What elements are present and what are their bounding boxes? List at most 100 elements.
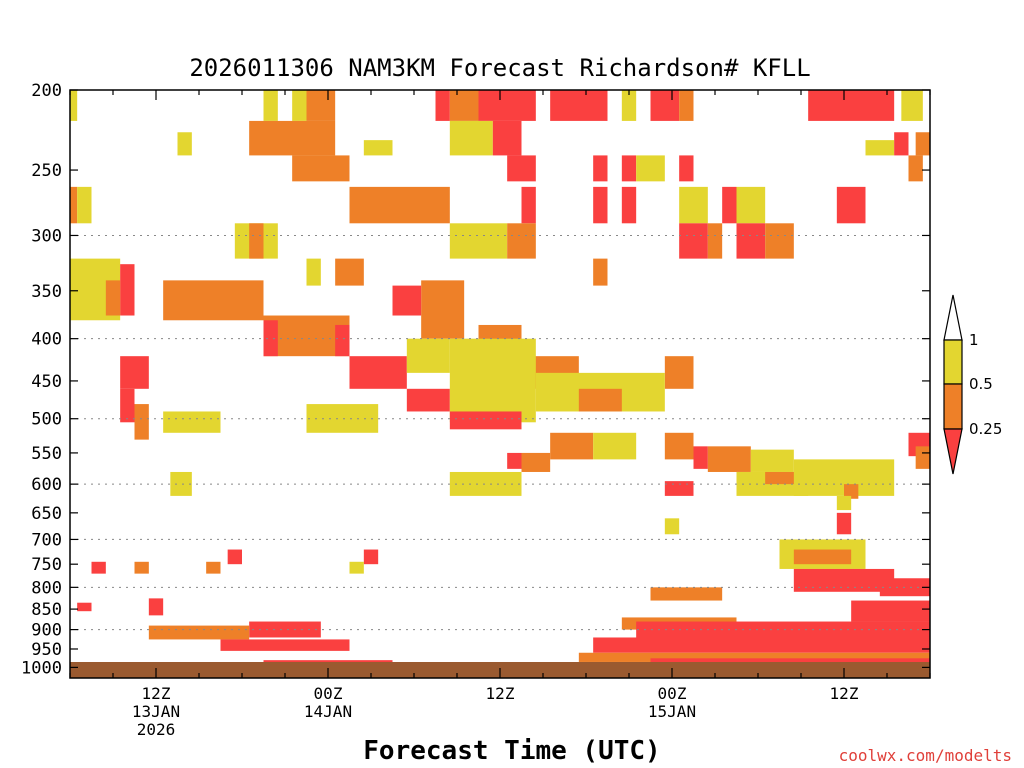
y-tick-label: 350 xyxy=(31,282,62,302)
y-tick-label: 250 xyxy=(31,161,62,181)
ri-cell xyxy=(650,90,680,121)
y-tick-label: 700 xyxy=(31,530,62,550)
chart-title: 2026011306 NAM3KM Forecast Richardson# K… xyxy=(189,54,810,82)
ri-cell xyxy=(227,549,242,565)
ri-cell xyxy=(163,411,221,433)
ri-cell xyxy=(335,258,364,286)
ri-cell xyxy=(449,411,522,430)
ri-cell xyxy=(77,602,92,612)
ri-cell xyxy=(392,285,422,316)
ri-cell xyxy=(507,452,522,469)
ri-cell xyxy=(105,280,121,316)
ri-cell xyxy=(306,258,321,286)
ri-cell xyxy=(363,549,379,565)
x-tick-label: 12Z xyxy=(142,684,171,703)
ri-cell xyxy=(844,484,859,499)
ri-cell xyxy=(406,388,450,412)
ri-cell xyxy=(593,432,637,460)
ri-cell xyxy=(908,155,923,182)
colorbar-bin xyxy=(943,339,963,385)
colorbar-level-label: 0.25 xyxy=(969,420,1002,438)
ri-cell xyxy=(521,186,536,224)
ri-cell xyxy=(263,320,278,357)
colorbar-legend: 1 0.5 0.25 xyxy=(943,294,1002,475)
ri-cell xyxy=(349,186,450,224)
ri-cell xyxy=(249,223,264,259)
ri-cell xyxy=(793,549,852,565)
y-tick-label: 900 xyxy=(31,621,62,641)
ri-cell xyxy=(335,324,350,357)
ri-cell xyxy=(736,223,766,259)
ri-cell xyxy=(636,155,665,182)
ri-cell xyxy=(478,90,536,121)
ri-cell xyxy=(736,186,766,224)
ri-cell xyxy=(220,639,350,651)
ri-cell xyxy=(306,90,336,121)
y-tick-label: 950 xyxy=(31,640,62,660)
ri-cell xyxy=(292,155,350,182)
ri-cell xyxy=(148,598,164,616)
y-tick-label: 200 xyxy=(31,81,62,101)
ri-cell xyxy=(263,660,393,662)
ri-cell xyxy=(406,338,450,373)
ri-cell xyxy=(679,186,708,224)
colorbar-level-label: 0.5 xyxy=(969,375,993,393)
y-tick-label: 550 xyxy=(31,444,62,464)
ri-cell xyxy=(836,512,852,535)
x-tick-label: 12Z xyxy=(830,684,859,703)
ri-cell xyxy=(679,90,694,121)
ri-cell xyxy=(707,223,723,259)
ri-cell xyxy=(664,518,680,535)
ri-cell xyxy=(91,561,106,574)
ri-cell xyxy=(836,186,866,224)
y-tick-label: 500 xyxy=(31,410,62,430)
ri-cell xyxy=(177,132,192,156)
ri-cell xyxy=(578,652,930,662)
ri-cell xyxy=(120,356,149,389)
colorbar-bin xyxy=(943,383,963,430)
richardson-cells xyxy=(70,90,930,662)
ri-cell xyxy=(901,90,923,121)
y-tick-label: 600 xyxy=(31,475,62,495)
ri-cell xyxy=(507,223,536,259)
ri-cell xyxy=(449,471,522,496)
ri-cell xyxy=(894,132,909,156)
ri-cell xyxy=(249,120,336,156)
ri-cell xyxy=(134,561,149,574)
ri-cell xyxy=(836,495,852,511)
ri-cell xyxy=(593,186,608,224)
y-tick-label: 1000 xyxy=(21,658,62,678)
ri-cell xyxy=(679,155,694,182)
ri-cell xyxy=(507,155,536,182)
y-tick-label: 300 xyxy=(31,226,62,246)
ri-cell xyxy=(449,338,536,423)
y-tick-label: 650 xyxy=(31,504,62,524)
ri-cell xyxy=(578,388,622,412)
ri-cell xyxy=(449,120,493,156)
ri-cell xyxy=(621,90,637,121)
x-tick-label: 14JAN xyxy=(304,702,352,721)
ri-cell xyxy=(421,280,465,339)
ri-cell xyxy=(593,155,608,182)
x-tick-label: 12Z xyxy=(486,684,515,703)
ri-cell xyxy=(750,449,794,472)
colorbar-top-arrow xyxy=(943,294,963,341)
ri-cell xyxy=(363,140,393,156)
ri-cell xyxy=(664,481,694,496)
ri-cell xyxy=(851,600,930,622)
ri-cell xyxy=(621,186,637,224)
ri-cell xyxy=(693,223,708,259)
x-tick-label: 15JAN xyxy=(648,702,696,721)
ri-cell xyxy=(722,186,737,224)
y-tick-label: 450 xyxy=(31,372,62,392)
ri-cell xyxy=(636,621,930,642)
ri-cell xyxy=(449,223,508,259)
ri-cell xyxy=(915,446,930,469)
ri-cell xyxy=(664,432,694,460)
ri-cell xyxy=(915,132,930,156)
source-credit: coolwx.com/modelts xyxy=(839,746,1012,765)
y-tick-label: 750 xyxy=(31,555,62,575)
ri-cell xyxy=(120,388,135,423)
ri-cell xyxy=(77,186,92,224)
